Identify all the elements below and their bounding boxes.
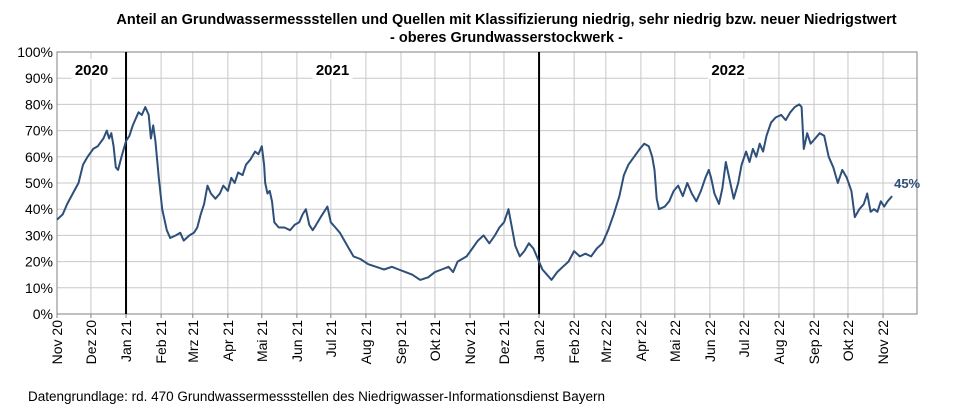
x-tick-label: Apr 21 [220,320,236,361]
y-tick-label: 30% [25,227,53,243]
plot-area-border [56,51,918,315]
year-label-bg [312,59,353,79]
y-tick-label: 80% [25,96,53,112]
x-tick-label: Jun 21 [289,320,305,362]
series-line [56,103,893,281]
y-tick-label: 100% [17,44,53,60]
y-tick-label: 20% [25,254,53,270]
end-value-label: 45% [894,176,920,191]
x-tick-label: Aug 22 [771,320,787,365]
x-tick-label: Feb 22 [566,320,582,364]
x-tick-label: Mrz 22 [598,320,614,363]
x-tick-label: Mai 22 [667,320,683,362]
x-tick-label: Okt 22 [840,320,856,361]
y-tick-label: 60% [25,149,53,165]
x-tick-label: Feb 21 [153,320,169,364]
x-tick-label: Jan 21 [118,320,134,362]
x-tick-label: Okt 21 [427,320,443,361]
x-tick-label: Aug 21 [358,320,374,365]
y-tick-label: 40% [25,201,53,217]
x-tick-label: Dez 20 [83,320,99,365]
x-tick-label: Mrz 21 [185,320,201,363]
y-tick-label: 50% [25,175,53,191]
x-tick-label: Jul 22 [736,320,752,358]
data-source-note: Datengrundlage: rd. 470 Grundwassermesss… [28,389,606,404]
chart-title: Anteil an Grundwassermessstellen und Que… [116,12,897,28]
x-tick-label: Jul 21 [323,320,339,358]
year-label-bg [71,59,112,79]
x-tick-label: Nov 22 [875,320,891,365]
y-tick-label: 0% [33,306,53,322]
year-label: 2022 [711,62,744,79]
y-tick-label: 90% [25,70,53,86]
chart-subtitle: - oberes Grundwasserstockwerk - [390,30,623,46]
year-label-bg [708,59,749,79]
y-tick-label: 70% [25,123,53,139]
x-tick-label: Jan 22 [531,320,547,362]
x-tick-label: Jun 22 [702,320,718,362]
x-tick-label: Sep 22 [806,320,822,365]
x-tick-label: Nov 20 [49,320,65,365]
y-tick-label: 10% [25,280,53,296]
x-tick-label: Apr 22 [633,320,649,361]
x-tick-label: Mai 21 [254,320,270,362]
year-label: 2020 [75,62,108,79]
year-label: 2021 [316,62,349,79]
x-tick-label: Nov 21 [462,320,478,365]
x-tick-label: Dez 21 [496,320,512,365]
x-tick-label: Sep 21 [393,320,409,365]
